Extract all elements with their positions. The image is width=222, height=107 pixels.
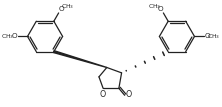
Text: O: O (157, 6, 163, 12)
Text: CH$_3$: CH$_3$ (1, 32, 15, 41)
Text: CH$_3$: CH$_3$ (207, 32, 221, 41)
Polygon shape (54, 51, 107, 68)
Text: O: O (12, 33, 18, 39)
Text: CH$_3$: CH$_3$ (147, 2, 161, 11)
Text: O: O (126, 90, 132, 99)
Text: O: O (204, 33, 210, 39)
Text: O: O (99, 90, 106, 99)
Text: O: O (59, 6, 65, 12)
Text: CH$_3$: CH$_3$ (61, 2, 74, 11)
